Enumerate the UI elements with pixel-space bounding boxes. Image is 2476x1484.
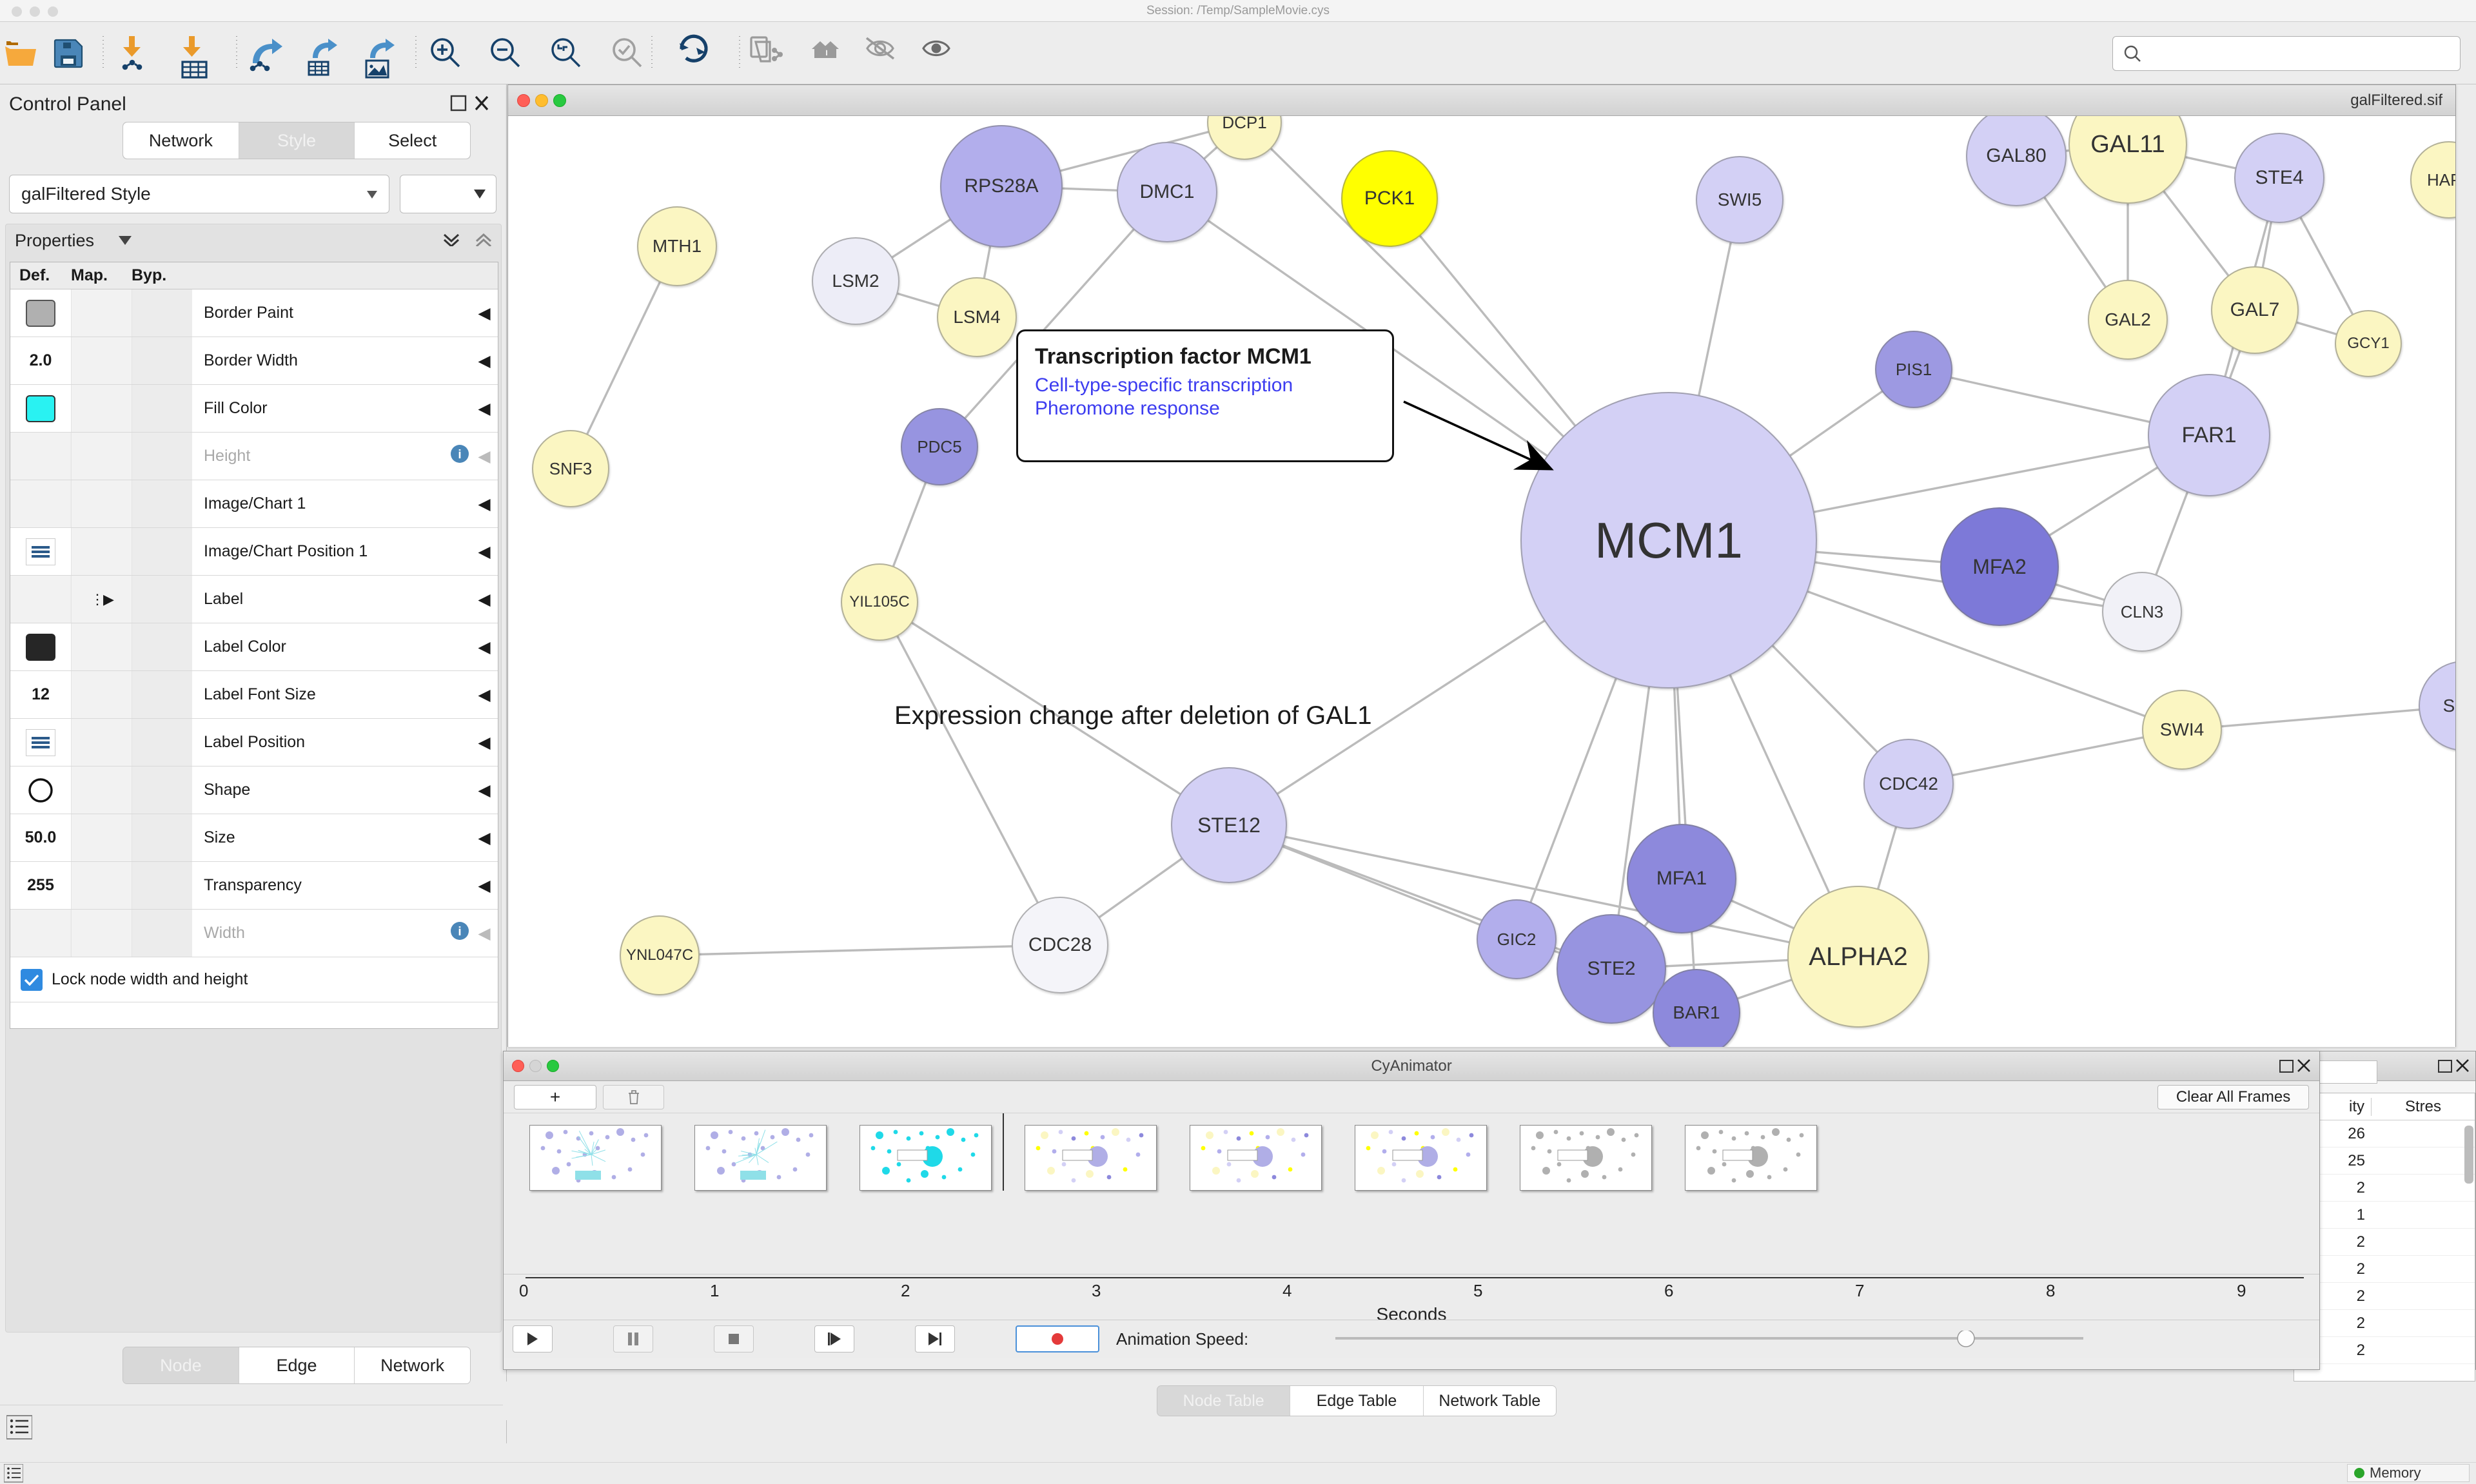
svg-text:i: i bbox=[458, 925, 461, 939]
svg-text:i: i bbox=[458, 448, 461, 462]
